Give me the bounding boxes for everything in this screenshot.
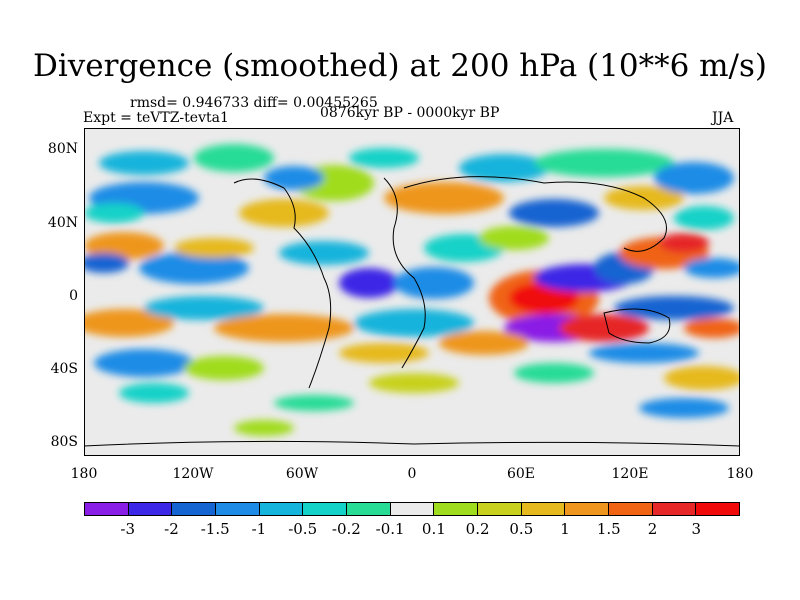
colorbar-level-label: -3	[120, 520, 136, 538]
lon-label-120e: 120E	[611, 466, 649, 482]
lat-label-80s: 80S	[50, 434, 78, 450]
colorbar-swatch	[216, 503, 260, 515]
colorbar-level-label: 0.5	[509, 520, 534, 538]
lon-label-60w: 60W	[285, 466, 319, 482]
colorbar-swatch	[172, 503, 217, 515]
colorbar-level-label: 1.5	[596, 520, 621, 538]
colorbar-level-label: 1	[560, 520, 570, 538]
map-canvas	[84, 144, 740, 447]
lat-label-40n: 40N	[47, 215, 78, 231]
lat-label-40s: 40S	[50, 361, 78, 377]
experiment-label: Expt = teVTZ-tevta1	[83, 110, 229, 126]
colorbar-swatch	[696, 503, 740, 515]
colorbar-swatch	[609, 503, 653, 515]
colorbar-level-label: -1	[251, 520, 267, 538]
coastlines	[84, 176, 740, 447]
colorbar-swatch	[652, 503, 697, 515]
colorbar-swatch	[128, 503, 173, 515]
lon-label-180w: 180	[70, 466, 98, 482]
colorbar-swatch	[565, 503, 610, 515]
colorbar-swatch	[303, 503, 348, 515]
season-label: JJA	[712, 110, 734, 126]
rmsd-diff-stats: rmsd= 0.946733 diff= 0.00455265	[130, 95, 378, 111]
colorbar-level-label: 0.1	[421, 520, 446, 538]
colorbar-level-label: -0.2	[331, 520, 361, 538]
colorbar-level-label: -0.1	[375, 520, 405, 538]
lat-label-eq: 0	[69, 288, 78, 304]
colorbar-level-label: -0.5	[288, 520, 318, 538]
period-label: 0876kyr BP - 0000kyr BP	[320, 105, 500, 121]
colorbar-swatch	[478, 503, 522, 515]
lon-label-180e: 180	[726, 466, 754, 482]
colorbar-swatch	[434, 503, 479, 515]
colorbar-level-label: 0.2	[465, 520, 490, 538]
colorbar-swatch	[390, 503, 435, 515]
lat-label-80n: 80N	[47, 141, 78, 157]
colorbar-swatch	[521, 503, 566, 515]
colorbar-swatch	[259, 503, 304, 515]
lon-label-60e: 60E	[506, 466, 536, 482]
colorbar-level-label: -1.5	[200, 520, 230, 538]
divergence-map	[84, 128, 740, 456]
colorbar	[84, 502, 740, 516]
plot-title: Divergence (smoothed) at 200 hPa (10**6 …	[33, 48, 767, 84]
colorbar-swatch	[85, 503, 129, 515]
colorbar-level-label: 3	[691, 520, 702, 538]
colorbar-level-label: 2	[647, 520, 658, 538]
colorbar-swatch	[347, 503, 391, 515]
lon-label-0: 0	[407, 466, 417, 482]
lon-label-120w: 120W	[172, 466, 214, 482]
colorbar-level-label: -2	[164, 520, 179, 538]
